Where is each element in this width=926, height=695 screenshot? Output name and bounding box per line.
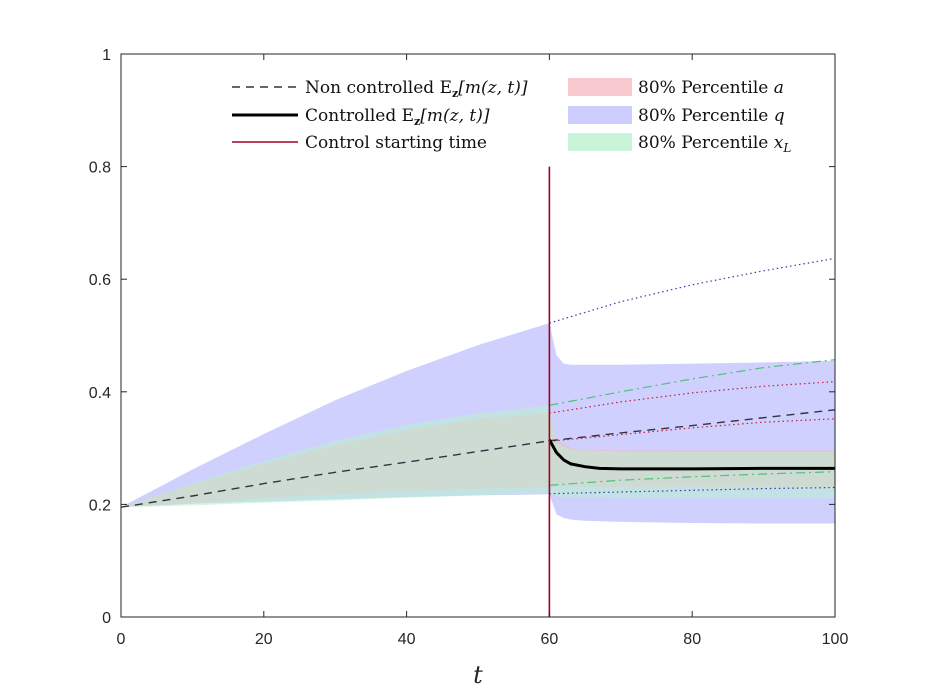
percentile-bands bbox=[121, 323, 835, 524]
legend-control-start-label: Control starting time bbox=[305, 133, 487, 153]
uncontrolled-bound-line-0 bbox=[549, 257, 836, 324]
y-tick-label: 1 bbox=[102, 47, 111, 64]
y-tick-label: 0.6 bbox=[89, 272, 111, 289]
mean-lines bbox=[120, 409, 836, 508]
band-xl-legend-label: 80% Percentile xL bbox=[638, 133, 791, 155]
band-xl bbox=[121, 405, 835, 508]
plot-frame bbox=[120, 53, 836, 618]
band-q-legend-swatch bbox=[568, 106, 632, 124]
x-tick-label: 0 bbox=[117, 631, 126, 648]
x-tick-label: 40 bbox=[398, 631, 416, 648]
x-tick-label: 80 bbox=[683, 631, 701, 648]
plot-background bbox=[121, 54, 835, 617]
uncontrolled-bounds bbox=[549, 257, 836, 495]
x-tick-label: 20 bbox=[255, 631, 273, 648]
band-xl-legend-swatch bbox=[568, 133, 632, 151]
band-q-legend-label: 80% Percentile q bbox=[638, 106, 785, 126]
legend-non-controlled-label: Non controlled Ez[m(z, t)] bbox=[305, 78, 528, 100]
uncontrolled-bound-line-2 bbox=[549, 381, 836, 414]
band-a-legend-swatch bbox=[568, 78, 632, 96]
uncontrolled-bound-line-3 bbox=[549, 418, 836, 442]
band-a-legend-label: 80% Percentile a bbox=[638, 78, 784, 98]
legend: Non controlled Ez[m(z, t)] Controlled Ez[… bbox=[232, 78, 791, 155]
y-tick-label: 0.2 bbox=[89, 497, 111, 514]
axis-ticks: 0 20 40 60 80 100 0 0.2 0.4 0.6 0.8 1 bbox=[89, 47, 849, 648]
x-tick-label: 60 bbox=[541, 631, 559, 648]
x-tick-label: 100 bbox=[822, 631, 849, 648]
controlled-mean-line bbox=[548, 438, 835, 471]
y-tick-label: 0.8 bbox=[89, 160, 111, 177]
uncontrolled-bound-line-1 bbox=[549, 359, 836, 406]
x-axis-title: t bbox=[473, 661, 483, 689]
y-tick-label: 0 bbox=[102, 610, 111, 627]
legend-controlled-label: Controlled Ez[m(z, t)] bbox=[305, 106, 490, 128]
y-tick-label: 0.4 bbox=[89, 385, 111, 402]
